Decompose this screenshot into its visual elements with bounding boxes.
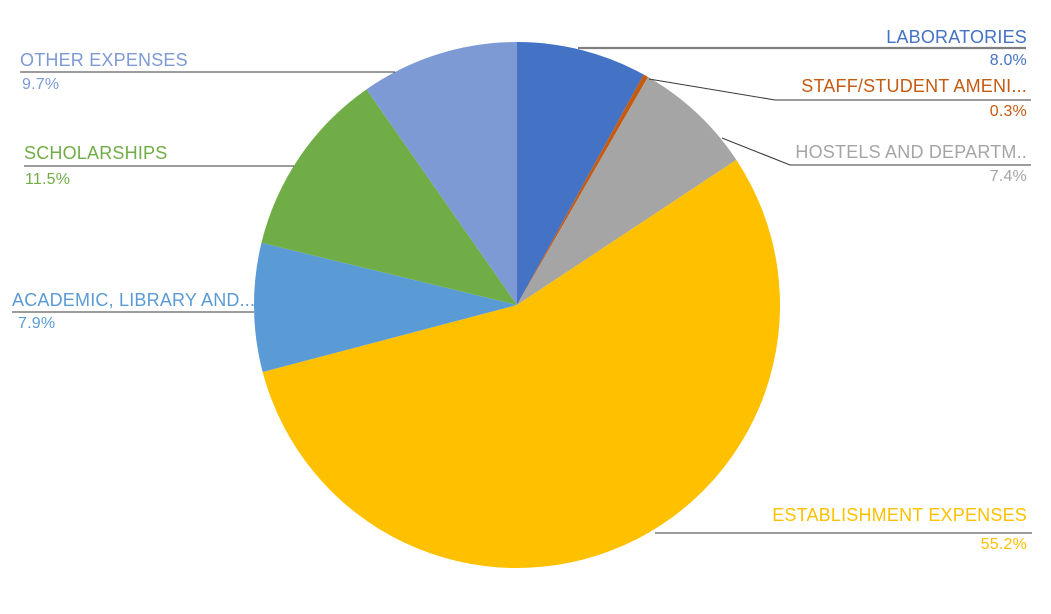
leader-lines	[12, 46, 1032, 534]
pie-slice-other-expenses[interactable]	[366, 42, 517, 305]
label-academic-library: ACADEMIC, LIBRARY AND...	[12, 290, 256, 310]
value-establishment-expenses: 55.2%	[980, 536, 1027, 553]
value-staff-student-amenities: 0.3%	[989, 103, 1027, 120]
pie-slice-staff-student-ameni[interactable]	[517, 74, 649, 305]
label-staff-student-amenities: STAFF/STUDENT AMENI...	[801, 76, 1027, 96]
pie-slice-hostels-and-departm[interactable]	[517, 76, 737, 306]
label-laboratories: LABORATORIES	[886, 27, 1027, 47]
pie-slices	[254, 42, 781, 569]
value-other-expenses: 9.7%	[22, 76, 60, 93]
label-hostels-and-departments: HOSTELS AND DEPARTM..	[795, 142, 1027, 162]
value-scholarships: 11.5%	[25, 171, 71, 188]
label-scholarships: SCHOLARSHIPS	[24, 143, 168, 163]
value-academic-library: 7.9%	[18, 315, 56, 332]
pie-slice-academic-library-and[interactable]	[254, 242, 517, 372]
leader-line-hostels-and-departments	[721, 137, 1031, 166]
value-laboratories: 8.0%	[989, 52, 1027, 69]
pie-slice-establishment-expenses[interactable]	[262, 159, 781, 569]
label-establishment-expenses: ESTABLISHMENT EXPENSES	[772, 505, 1027, 525]
pie-slice-scholarships[interactable]	[261, 89, 517, 305]
label-other-expenses: OTHER EXPENSES	[20, 50, 188, 70]
leader-line-staff-student-amenities	[648, 78, 1031, 101]
value-hostels-and-departments: 7.4%	[989, 168, 1027, 185]
pie-slice-laboratories[interactable]	[517, 42, 644, 305]
